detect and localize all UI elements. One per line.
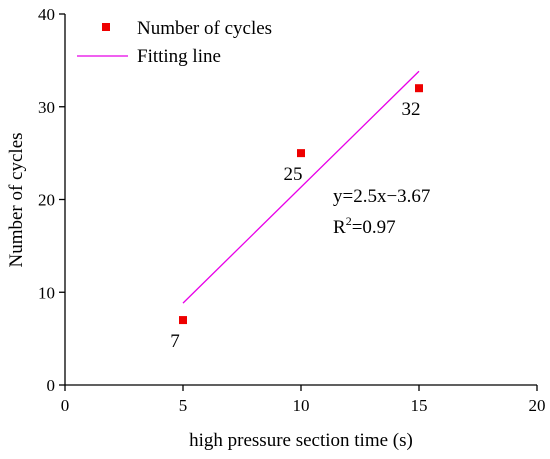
y-tick-label: 20 bbox=[38, 191, 55, 210]
fitting-line-layer bbox=[182, 70, 420, 304]
fit-annotation: y=2.5x−3.67 R2=0.97 bbox=[333, 186, 430, 238]
y-ticks: 0 10 20 30 40 bbox=[38, 5, 65, 395]
legend: Number of cycles Fitting line bbox=[77, 18, 272, 67]
legend-label-fit: Fitting line bbox=[137, 46, 221, 67]
y-tick-label: 10 bbox=[38, 283, 55, 302]
y-axis-title: Number of cycles bbox=[6, 132, 27, 267]
data-point bbox=[415, 84, 423, 93]
legend-marker-points bbox=[102, 23, 110, 31]
r-squared: R2=0.97 bbox=[333, 214, 396, 238]
r-squared-value: =0.97 bbox=[352, 217, 396, 238]
y-tick-label: 40 bbox=[38, 5, 55, 24]
x-tick-label: 15 bbox=[411, 396, 428, 415]
data-point bbox=[179, 316, 187, 325]
y-tick-label: 30 bbox=[38, 98, 55, 117]
data-label: 7 bbox=[170, 331, 180, 352]
data-point bbox=[297, 149, 305, 158]
x-tick-label: 5 bbox=[179, 396, 188, 415]
y-tick-label: 0 bbox=[47, 376, 56, 395]
r-squared-exponent: 2 bbox=[346, 214, 352, 228]
data-points-layer: 7 25 32 bbox=[170, 84, 423, 352]
x-tick-label: 20 bbox=[529, 396, 546, 415]
axes bbox=[64, 14, 537, 386]
legend-label-points: Number of cycles bbox=[137, 18, 272, 39]
data-label: 25 bbox=[284, 164, 303, 185]
data-label: 32 bbox=[402, 99, 421, 120]
x-ticks: 0 5 10 15 20 bbox=[61, 385, 546, 415]
x-tick-label: 10 bbox=[293, 396, 310, 415]
x-tick-label: 0 bbox=[61, 396, 70, 415]
fitting-line bbox=[182, 70, 420, 304]
fit-equation: y=2.5x−3.67 bbox=[333, 186, 430, 207]
x-axis-title: high pressure section time (s) bbox=[189, 430, 413, 451]
r-squared-prefix: R bbox=[333, 217, 346, 238]
